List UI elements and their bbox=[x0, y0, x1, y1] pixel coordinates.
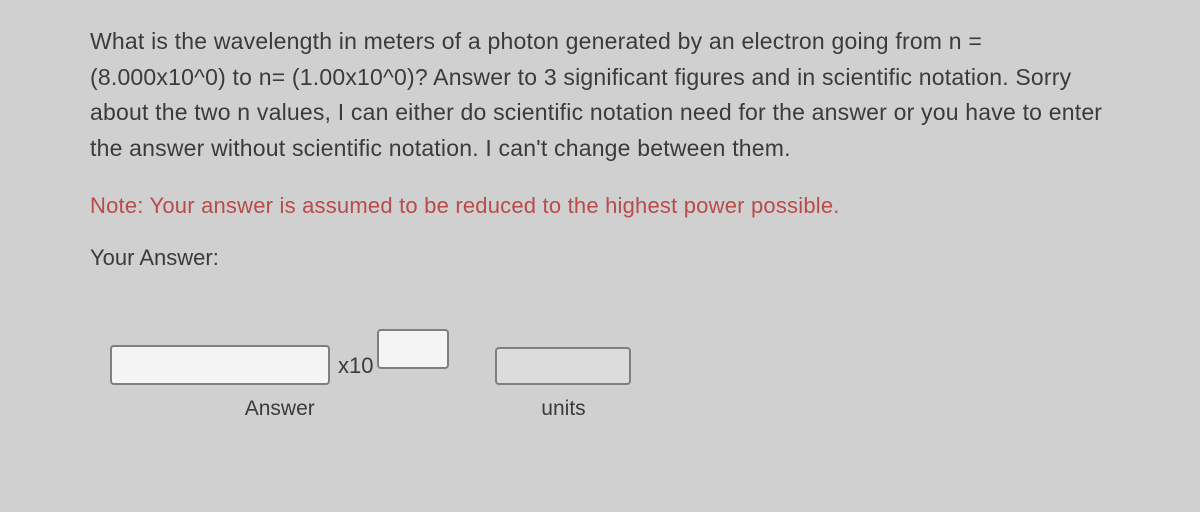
units-input[interactable] bbox=[495, 347, 631, 385]
answer-group: x10 Answer bbox=[110, 329, 449, 421]
answer-sublabel: Answer bbox=[245, 397, 315, 421]
answer-row: x10 Answer units bbox=[90, 329, 1110, 421]
note-line: Note: Your answer is assumed to be reduc… bbox=[90, 193, 1110, 219]
note-body: Your answer is assumed to be reduced to … bbox=[150, 193, 840, 218]
units-group: units bbox=[495, 347, 631, 421]
question-text: What is the wavelength in meters of a ph… bbox=[90, 24, 1110, 167]
exponent-input[interactable] bbox=[377, 329, 449, 369]
mantissa-input[interactable] bbox=[110, 345, 330, 385]
your-answer-label: Your Answer: bbox=[90, 245, 1110, 271]
x10-label: x10 bbox=[330, 353, 377, 385]
mantissa-exponent-wrap: x10 bbox=[110, 329, 449, 385]
note-prefix: Note: bbox=[90, 193, 150, 218]
units-sublabel: units bbox=[541, 397, 585, 421]
